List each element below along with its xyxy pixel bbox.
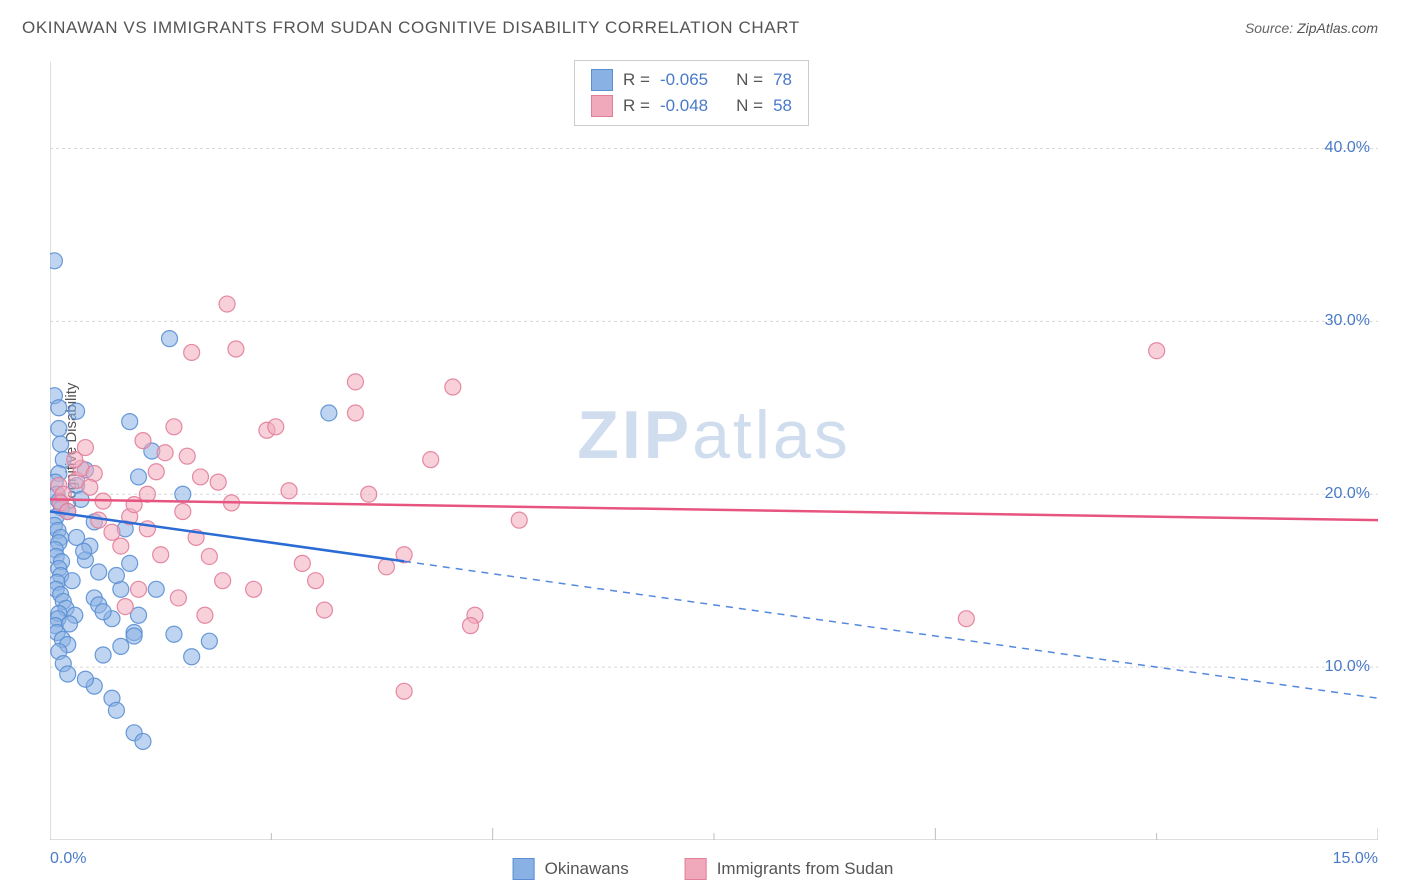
r-label: R = [623,96,650,116]
source-link[interactable]: ZipAtlas.com [1297,20,1378,36]
legend-item-series2: Immigrants from Sudan [685,858,894,880]
stats-row-series1: R = -0.065 N = 78 [575,67,808,93]
plot-area: ZIPatlas R = -0.065 N = 78 R = -0.048 N … [50,62,1378,840]
y-tick-label: 10.0% [1325,658,1370,676]
chart-title: OKINAWAN VS IMMIGRANTS FROM SUDAN COGNIT… [22,18,800,38]
n-value-series1: 78 [773,70,792,90]
x-tick-label-max: 15.0% [1333,850,1378,868]
r-value-series2: -0.048 [660,96,708,116]
source-attribution: Source: ZipAtlas.com [1245,20,1378,36]
y-tick-label: 20.0% [1325,485,1370,503]
r-label: R = [623,70,650,90]
source-prefix: Source: [1245,20,1297,36]
legend-item-series1: Okinawans [513,858,629,880]
swatch-series1 [591,69,613,91]
swatch-series2 [591,95,613,117]
header: OKINAWAN VS IMMIGRANTS FROM SUDAN COGNIT… [0,0,1406,46]
y-tick-label: 30.0% [1325,312,1370,330]
n-label: N = [736,70,763,90]
stats-row-series2: R = -0.048 N = 58 [575,93,808,119]
x-tick-label-min: 0.0% [50,850,86,868]
legend-label-series1: Okinawans [545,859,629,879]
legend-label-series2: Immigrants from Sudan [717,859,894,879]
y-tick-label: 40.0% [1325,139,1370,157]
legend: Okinawans Immigrants from Sudan [513,858,894,880]
n-label: N = [736,96,763,116]
legend-swatch-series1 [513,858,535,880]
chart-svg [50,62,1378,840]
r-value-series1: -0.065 [660,70,708,90]
correlation-stats-box: R = -0.065 N = 78 R = -0.048 N = 58 [574,60,809,126]
legend-swatch-series2 [685,858,707,880]
n-value-series2: 58 [773,96,792,116]
